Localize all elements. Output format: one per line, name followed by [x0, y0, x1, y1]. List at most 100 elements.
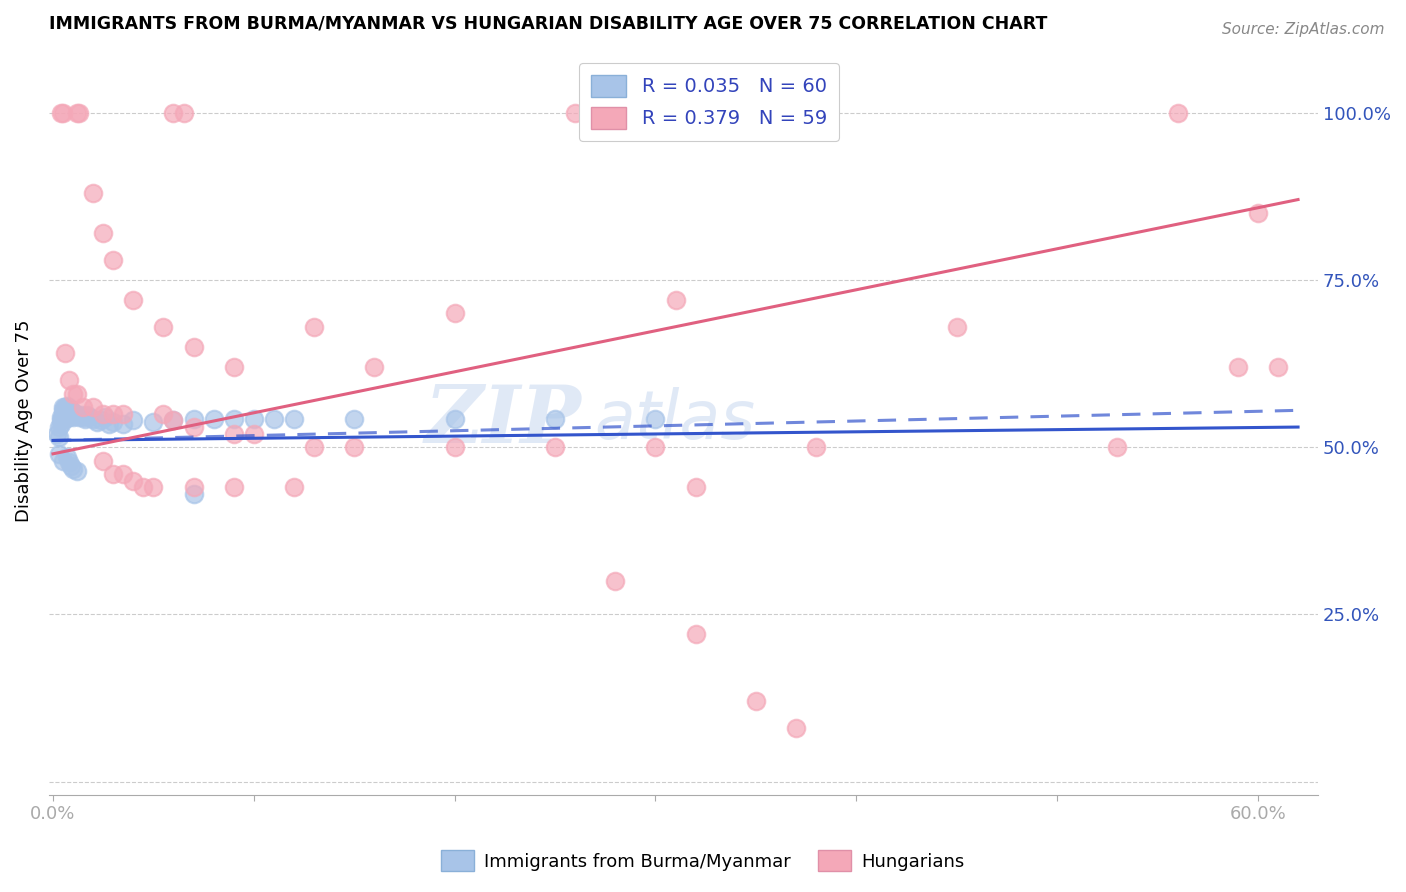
Point	[202, 412, 225, 426]
Point	[804, 440, 827, 454]
Y-axis label: Disability Age Over 75: Disability Age Over 75	[15, 319, 32, 522]
Point	[103, 252, 125, 267]
Point	[343, 440, 366, 454]
Point	[122, 413, 145, 427]
Point	[1107, 440, 1129, 454]
Point	[94, 410, 117, 425]
Point	[56, 408, 79, 422]
Point	[222, 426, 245, 441]
Point	[263, 412, 285, 426]
Point	[363, 359, 385, 374]
Point	[162, 413, 184, 427]
Point	[49, 105, 72, 120]
Point	[122, 293, 145, 307]
Point	[48, 420, 70, 434]
Point	[283, 480, 305, 494]
Point	[58, 373, 80, 387]
Point	[103, 467, 125, 481]
Point	[605, 105, 627, 120]
Point	[302, 319, 325, 334]
Point	[76, 408, 98, 422]
Point	[66, 408, 89, 422]
Point	[91, 226, 114, 240]
Point	[173, 105, 195, 120]
Point	[183, 412, 205, 426]
Point	[66, 464, 89, 478]
Point	[62, 405, 84, 419]
Text: atlas: atlas	[595, 387, 756, 453]
Legend: Immigrants from Burma/Myanmar, Hungarians: Immigrants from Burma/Myanmar, Hungarian…	[434, 843, 972, 879]
Point	[58, 410, 80, 425]
Point	[72, 410, 94, 425]
Point	[122, 474, 145, 488]
Point	[75, 412, 97, 426]
Point	[90, 413, 112, 427]
Point	[443, 440, 465, 454]
Point	[62, 410, 84, 425]
Point	[544, 440, 567, 454]
Point	[183, 420, 205, 434]
Point	[82, 400, 104, 414]
Point	[49, 413, 72, 427]
Point	[243, 412, 266, 426]
Point	[443, 306, 465, 320]
Point	[162, 105, 184, 120]
Point	[91, 407, 114, 421]
Text: IMMIGRANTS FROM BURMA/MYANMAR VS HUNGARIAN DISABILITY AGE OVER 75 CORRELATION CH: IMMIGRANTS FROM BURMA/MYANMAR VS HUNGARI…	[49, 15, 1047, 33]
Point	[112, 467, 135, 481]
Point	[945, 319, 967, 334]
Point	[243, 426, 266, 441]
Point	[183, 487, 205, 501]
Point	[53, 400, 76, 414]
Text: Source: ZipAtlas.com: Source: ZipAtlas.com	[1222, 22, 1385, 37]
Point	[222, 359, 245, 374]
Point	[67, 105, 90, 120]
Point	[162, 413, 184, 427]
Point	[564, 105, 586, 120]
Point	[70, 408, 93, 422]
Point	[605, 574, 627, 588]
Point	[685, 627, 707, 641]
Point	[52, 400, 75, 414]
Point	[443, 412, 465, 426]
Point	[302, 440, 325, 454]
Point	[62, 461, 84, 475]
Point	[1247, 206, 1270, 220]
Point	[52, 453, 75, 467]
Point	[183, 340, 205, 354]
Point	[63, 407, 86, 421]
Point	[222, 480, 245, 494]
Point	[53, 346, 76, 360]
Point	[60, 458, 83, 473]
Point	[112, 417, 135, 431]
Point	[52, 410, 75, 425]
Point	[152, 407, 174, 421]
Point	[56, 403, 79, 417]
Point	[58, 401, 80, 416]
Point	[103, 407, 125, 421]
Point	[82, 186, 104, 200]
Point	[66, 386, 89, 401]
Point	[52, 407, 75, 421]
Point	[56, 399, 79, 413]
Point	[142, 415, 165, 429]
Point	[343, 412, 366, 426]
Point	[142, 480, 165, 494]
Point	[183, 480, 205, 494]
Point	[58, 455, 80, 469]
Point	[46, 426, 69, 441]
Point	[1226, 359, 1249, 374]
Point	[685, 480, 707, 494]
Point	[91, 453, 114, 467]
Point	[60, 403, 83, 417]
Point	[644, 440, 666, 454]
Point	[745, 694, 768, 708]
Point	[103, 415, 125, 429]
Point	[1267, 359, 1289, 374]
Point	[1167, 105, 1189, 120]
Point	[48, 447, 70, 461]
Point	[62, 386, 84, 401]
Point	[56, 450, 79, 465]
Point	[66, 105, 89, 120]
Point	[52, 105, 75, 120]
